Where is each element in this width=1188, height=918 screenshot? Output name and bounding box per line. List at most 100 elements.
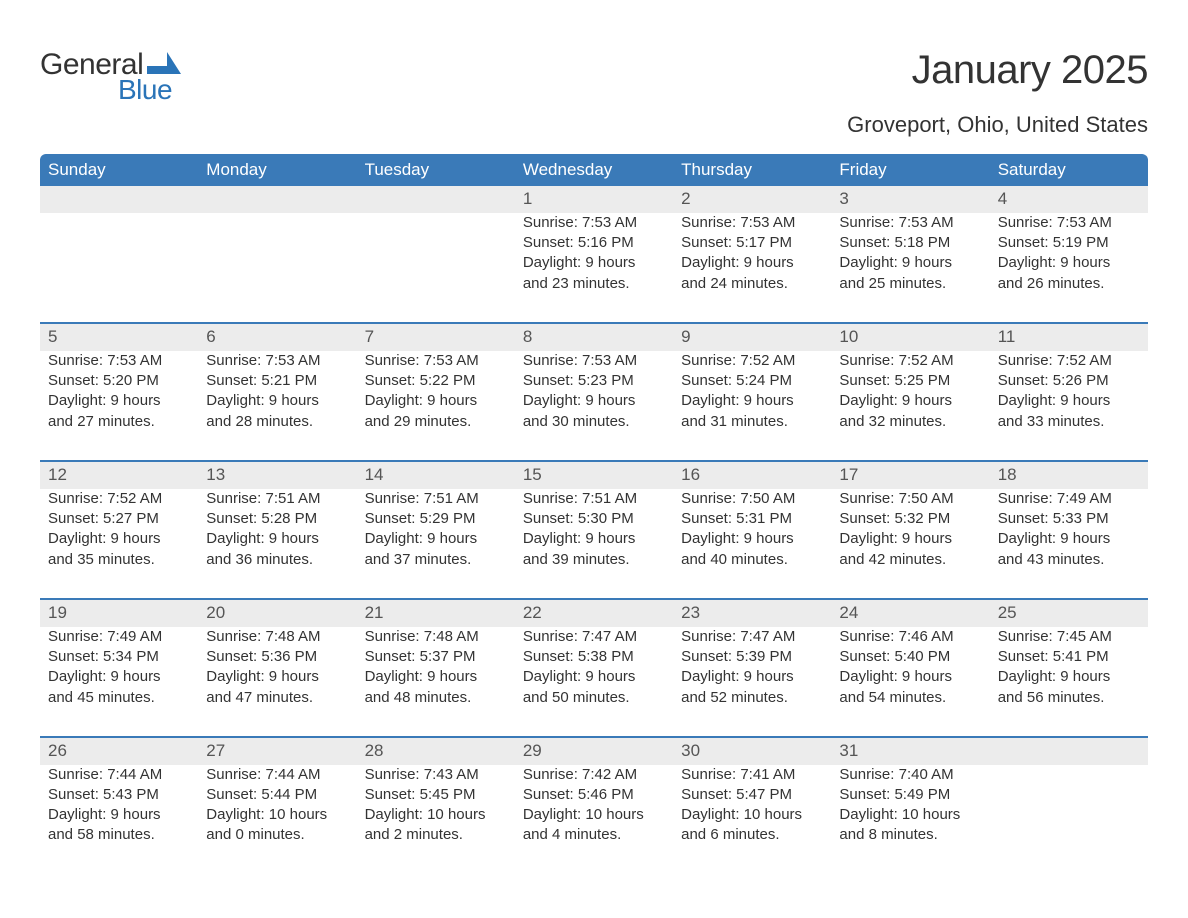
day-d2: and 33 minutes. xyxy=(998,412,1140,432)
day-sunrise: Sunrise: 7:40 AM xyxy=(839,765,981,785)
day-sunrise: Sunrise: 7:44 AM xyxy=(206,765,348,785)
day-number: 1 xyxy=(515,186,673,213)
day-cell: Sunrise: 7:47 AMSunset: 5:38 PMDaylight:… xyxy=(515,627,673,737)
day-d1: Daylight: 9 hours xyxy=(523,529,665,549)
day-sunset: Sunset: 5:37 PM xyxy=(365,647,507,667)
day-cell: Sunrise: 7:40 AMSunset: 5:49 PMDaylight:… xyxy=(831,765,989,874)
day-sunrise: Sunrise: 7:53 AM xyxy=(206,351,348,371)
day-cell: Sunrise: 7:52 AMSunset: 5:26 PMDaylight:… xyxy=(990,351,1148,461)
day-number: 31 xyxy=(831,738,989,765)
day-sunrise: Sunrise: 7:44 AM xyxy=(48,765,190,785)
day-d1: Daylight: 9 hours xyxy=(48,391,190,411)
day-number: 29 xyxy=(515,738,673,765)
day-d1: Daylight: 9 hours xyxy=(998,667,1140,687)
day-sunset: Sunset: 5:39 PM xyxy=(681,647,823,667)
day-d1: Daylight: 9 hours xyxy=(839,529,981,549)
day-number: 7 xyxy=(357,324,515,351)
day-number xyxy=(198,186,356,213)
day-sunrise: Sunrise: 7:49 AM xyxy=(48,627,190,647)
day-cell: Sunrise: 7:45 AMSunset: 5:41 PMDaylight:… xyxy=(990,627,1148,737)
day-d2: and 30 minutes. xyxy=(523,412,665,432)
day-sunset: Sunset: 5:44 PM xyxy=(206,785,348,805)
week-row: Sunrise: 7:44 AMSunset: 5:43 PMDaylight:… xyxy=(40,765,1148,874)
day-d1: Daylight: 9 hours xyxy=(681,529,823,549)
day-cell: Sunrise: 7:47 AMSunset: 5:39 PMDaylight:… xyxy=(673,627,831,737)
day-sunset: Sunset: 5:32 PM xyxy=(839,509,981,529)
day-cell: Sunrise: 7:53 AMSunset: 5:21 PMDaylight:… xyxy=(198,351,356,461)
day-sunset: Sunset: 5:41 PM xyxy=(998,647,1140,667)
day-d2: and 58 minutes. xyxy=(48,825,190,845)
day-cell: Sunrise: 7:50 AMSunset: 5:32 PMDaylight:… xyxy=(831,489,989,599)
day-d1: Daylight: 9 hours xyxy=(523,667,665,687)
day-sunset: Sunset: 5:21 PM xyxy=(206,371,348,391)
day-sunset: Sunset: 5:28 PM xyxy=(206,509,348,529)
day-cell xyxy=(198,213,356,323)
day-sunset: Sunset: 5:43 PM xyxy=(48,785,190,805)
day-sunset: Sunset: 5:18 PM xyxy=(839,233,981,253)
day-cell: Sunrise: 7:53 AMSunset: 5:23 PMDaylight:… xyxy=(515,351,673,461)
day-d1: Daylight: 9 hours xyxy=(839,253,981,273)
day-d2: and 0 minutes. xyxy=(206,825,348,845)
day-sunrise: Sunrise: 7:45 AM xyxy=(998,627,1140,647)
day-d1: Daylight: 9 hours xyxy=(998,529,1140,549)
day-header: Friday xyxy=(831,154,989,186)
daynum-row: 12131415161718 xyxy=(40,462,1148,489)
day-d2: and 28 minutes. xyxy=(206,412,348,432)
day-number: 18 xyxy=(990,462,1148,489)
day-cell: Sunrise: 7:48 AMSunset: 5:37 PMDaylight:… xyxy=(357,627,515,737)
day-number: 13 xyxy=(198,462,356,489)
day-cell xyxy=(40,213,198,323)
day-d1: Daylight: 9 hours xyxy=(206,529,348,549)
day-d2: and 47 minutes. xyxy=(206,688,348,708)
page-title: January 2025 xyxy=(912,48,1148,93)
day-sunrise: Sunrise: 7:52 AM xyxy=(998,351,1140,371)
day-d2: and 23 minutes. xyxy=(523,274,665,294)
day-d1: Daylight: 9 hours xyxy=(365,667,507,687)
day-number: 15 xyxy=(515,462,673,489)
day-sunrise: Sunrise: 7:51 AM xyxy=(365,489,507,509)
day-cell: Sunrise: 7:53 AMSunset: 5:18 PMDaylight:… xyxy=(831,213,989,323)
day-d1: Daylight: 9 hours xyxy=(681,667,823,687)
day-d1: Daylight: 10 hours xyxy=(365,805,507,825)
day-number: 14 xyxy=(357,462,515,489)
day-cell: Sunrise: 7:53 AMSunset: 5:19 PMDaylight:… xyxy=(990,213,1148,323)
day-d2: and 8 minutes. xyxy=(839,825,981,845)
day-cell: Sunrise: 7:51 AMSunset: 5:30 PMDaylight:… xyxy=(515,489,673,599)
day-d1: Daylight: 9 hours xyxy=(998,253,1140,273)
day-header: Thursday xyxy=(673,154,831,186)
week-row: Sunrise: 7:53 AMSunset: 5:20 PMDaylight:… xyxy=(40,351,1148,461)
daynum-row: 262728293031 xyxy=(40,738,1148,765)
day-cell: Sunrise: 7:43 AMSunset: 5:45 PMDaylight:… xyxy=(357,765,515,874)
day-header: Tuesday xyxy=(357,154,515,186)
day-sunset: Sunset: 5:45 PM xyxy=(365,785,507,805)
day-d1: Daylight: 9 hours xyxy=(365,391,507,411)
day-d2: and 42 minutes. xyxy=(839,550,981,570)
day-cell: Sunrise: 7:51 AMSunset: 5:29 PMDaylight:… xyxy=(357,489,515,599)
day-cell xyxy=(990,765,1148,874)
day-d1: Daylight: 9 hours xyxy=(206,391,348,411)
day-d2: and 39 minutes. xyxy=(523,550,665,570)
day-sunset: Sunset: 5:19 PM xyxy=(998,233,1140,253)
day-d2: and 24 minutes. xyxy=(681,274,823,294)
day-d1: Daylight: 9 hours xyxy=(681,391,823,411)
day-d2: and 2 minutes. xyxy=(365,825,507,845)
day-number: 19 xyxy=(40,600,198,627)
week-row: Sunrise: 7:49 AMSunset: 5:34 PMDaylight:… xyxy=(40,627,1148,737)
day-sunset: Sunset: 5:20 PM xyxy=(48,371,190,391)
day-sunrise: Sunrise: 7:50 AM xyxy=(681,489,823,509)
day-cell: Sunrise: 7:49 AMSunset: 5:34 PMDaylight:… xyxy=(40,627,198,737)
day-number: 4 xyxy=(990,186,1148,213)
day-sunrise: Sunrise: 7:53 AM xyxy=(523,351,665,371)
day-sunrise: Sunrise: 7:53 AM xyxy=(681,213,823,233)
day-cell: Sunrise: 7:49 AMSunset: 5:33 PMDaylight:… xyxy=(990,489,1148,599)
logo: General Blue xyxy=(40,48,181,106)
logo-word2: Blue xyxy=(118,74,172,106)
day-sunrise: Sunrise: 7:53 AM xyxy=(998,213,1140,233)
day-d2: and 43 minutes. xyxy=(998,550,1140,570)
day-sunrise: Sunrise: 7:53 AM xyxy=(48,351,190,371)
day-cell: Sunrise: 7:52 AMSunset: 5:25 PMDaylight:… xyxy=(831,351,989,461)
week-row: Sunrise: 7:53 AMSunset: 5:16 PMDaylight:… xyxy=(40,213,1148,323)
day-header: Wednesday xyxy=(515,154,673,186)
day-cell: Sunrise: 7:44 AMSunset: 5:43 PMDaylight:… xyxy=(40,765,198,874)
header: General Blue January 2025 xyxy=(40,48,1148,106)
